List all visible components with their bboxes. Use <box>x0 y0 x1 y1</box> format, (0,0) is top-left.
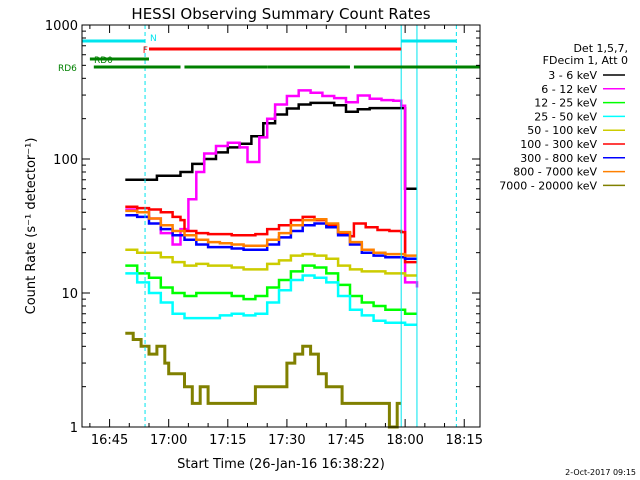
x-tick-label: 18:15 <box>446 433 483 448</box>
x-tick-label: 17:15 <box>209 433 246 448</box>
legend-entry-label: 7000 - 20000 keV <box>499 179 597 192</box>
x-tick-label: 16:45 <box>91 433 128 448</box>
series-line <box>125 214 417 261</box>
footer-timestamp: 2-Oct-2017 09:15 <box>565 468 636 477</box>
x-tick-label: 17:45 <box>327 433 364 448</box>
flag-label: F <box>143 46 148 56</box>
legend-header: Det 1,5,7, <box>573 42 628 55</box>
legend-entry-label: 800 - 7000 keV <box>513 166 597 179</box>
y-tick-label: 1000 <box>45 19 78 34</box>
series-line <box>125 89 419 288</box>
y-tick-label: 10 <box>61 287 78 302</box>
legend-entry-label: 25 - 50 keV <box>534 110 597 123</box>
flag-label: RD6 <box>58 64 77 74</box>
series-line <box>125 272 417 326</box>
y-axis-label: Count Rate (s⁻¹ detector⁻¹) <box>24 138 39 315</box>
legend-entry-label: 3 - 6 keV <box>548 69 597 82</box>
x-tick-label: 18:00 <box>386 433 423 448</box>
legend-entry-label: 300 - 800 keV <box>520 152 597 165</box>
legend-entry-label: 100 - 300 keV <box>520 138 597 151</box>
plot-frame <box>81 24 481 428</box>
series-line <box>125 248 417 277</box>
series-line <box>125 101 417 190</box>
series-line <box>125 331 402 429</box>
x-tick-label: 17:30 <box>268 433 305 448</box>
series-line <box>125 264 417 316</box>
plot-area: NF RD0 RD6 <box>58 25 480 429</box>
legend-entry-label: 6 - 12 keV <box>541 83 597 96</box>
x-tick-label: 17:00 <box>150 433 187 448</box>
series-line <box>125 209 417 257</box>
series-line <box>125 205 417 264</box>
y-axis: 1 10 100 1000 <box>45 19 480 436</box>
legend-entry-label: 12 - 25 keV <box>534 97 597 110</box>
flag-label: N <box>150 34 157 44</box>
legend-entry-label: 50 - 100 keV <box>527 124 597 137</box>
flag-label: RD0 <box>94 56 113 66</box>
y-tick-label: 100 <box>53 153 78 168</box>
y-tick-label: 1 <box>70 421 78 436</box>
legend-header: FDecim 1, Att 0 <box>543 54 628 67</box>
x-axis-label: Start Time (26-Jan-16 16:38:22) <box>177 457 385 472</box>
x-axis: 16:45 17:00 17:15 17:30 17:45 18:00 18:15 <box>89 25 483 448</box>
chart-title: HESSI Observing Summary Count Rates <box>131 5 430 23</box>
